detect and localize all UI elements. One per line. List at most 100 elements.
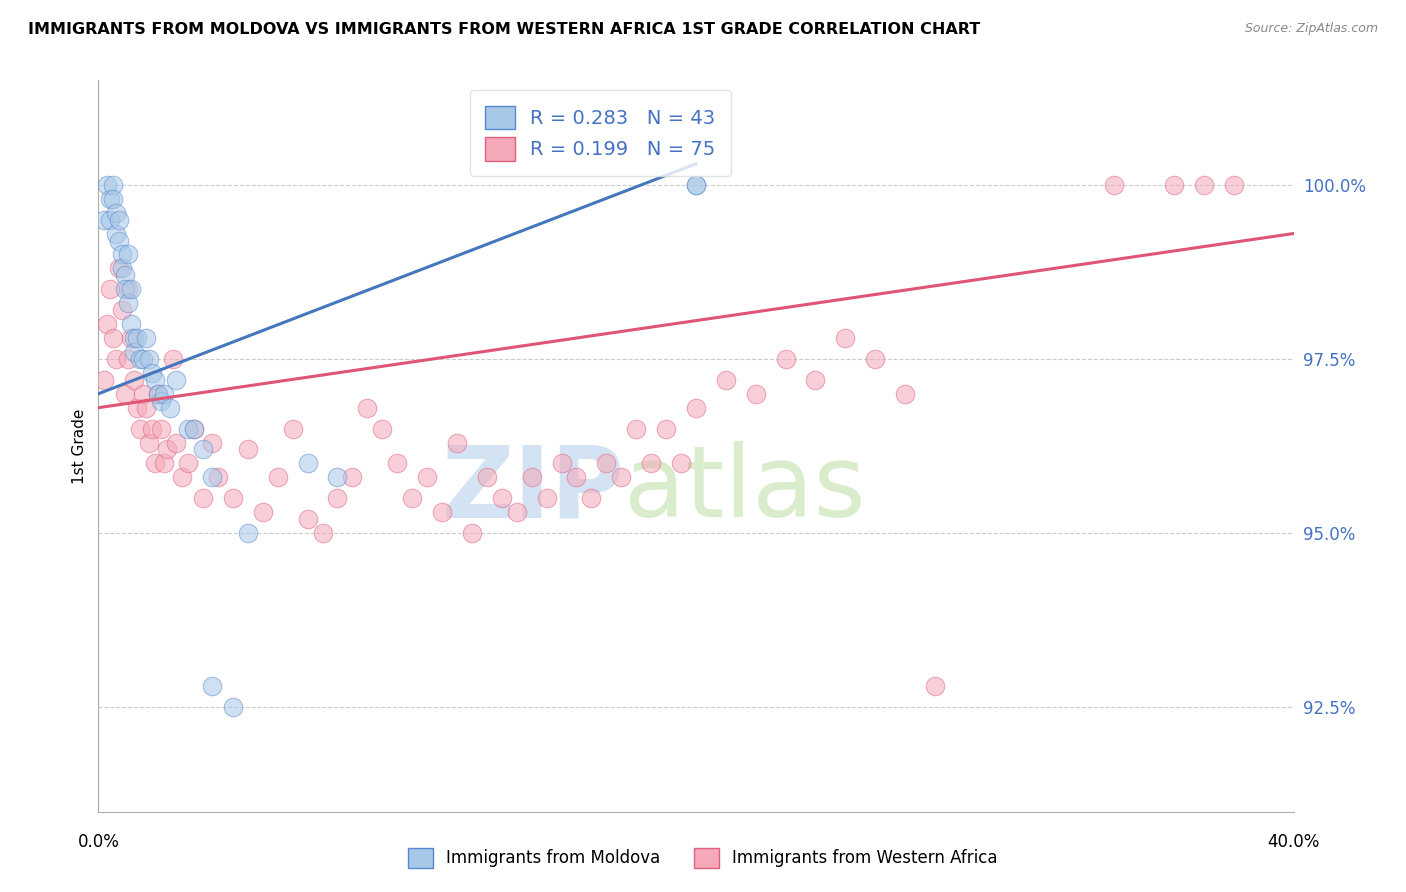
Point <box>685 178 707 192</box>
Point <box>120 331 142 345</box>
Point <box>550 457 572 471</box>
Point <box>153 457 176 471</box>
Point <box>98 212 122 227</box>
Point <box>162 351 184 366</box>
Point <box>117 296 139 310</box>
Point <box>177 421 200 435</box>
Point <box>1163 178 1185 192</box>
Point <box>356 401 378 415</box>
Point <box>236 526 259 541</box>
Point <box>177 457 200 471</box>
Point <box>281 421 304 435</box>
Point <box>865 351 887 366</box>
Point <box>183 421 205 435</box>
Point <box>156 442 179 457</box>
Text: 0.0%: 0.0% <box>77 832 120 851</box>
Point <box>143 373 166 387</box>
Point <box>138 351 160 366</box>
Point <box>114 386 136 401</box>
Point <box>371 421 394 435</box>
Point <box>834 331 856 345</box>
Point <box>98 282 122 296</box>
Point <box>105 227 128 241</box>
Point <box>165 373 187 387</box>
Point <box>103 192 125 206</box>
Point <box>108 261 131 276</box>
Point <box>129 421 152 435</box>
Point <box>491 491 513 506</box>
Point <box>108 212 131 227</box>
Point <box>172 470 194 484</box>
Point <box>595 457 617 471</box>
Point <box>685 178 707 192</box>
Point <box>132 351 155 366</box>
Point <box>610 470 633 484</box>
Legend: R = 0.283   N = 43, R = 0.199   N = 75: R = 0.283 N = 43, R = 0.199 N = 75 <box>470 90 731 177</box>
Point <box>117 351 139 366</box>
Legend: Immigrants from Moldova, Immigrants from Western Africa: Immigrants from Moldova, Immigrants from… <box>402 841 1004 875</box>
Point <box>103 331 125 345</box>
Point <box>127 331 149 345</box>
Point <box>222 491 245 506</box>
Point <box>148 386 170 401</box>
Point <box>924 679 946 693</box>
Point <box>127 401 149 415</box>
Point <box>114 282 136 296</box>
Point <box>124 373 146 387</box>
Point <box>326 470 349 484</box>
Point <box>475 470 498 484</box>
Point <box>93 373 115 387</box>
Point <box>461 526 484 541</box>
Text: IMMIGRANTS FROM MOLDOVA VS IMMIGRANTS FROM WESTERN AFRICA 1ST GRADE CORRELATION : IMMIGRANTS FROM MOLDOVA VS IMMIGRANTS FR… <box>28 22 980 37</box>
Point <box>222 700 245 714</box>
Point <box>775 351 797 366</box>
Point <box>191 491 214 506</box>
Point <box>714 373 737 387</box>
Point <box>669 457 692 471</box>
Point <box>626 421 648 435</box>
Point <box>1104 178 1126 192</box>
Point <box>446 435 468 450</box>
Point <box>252 505 274 519</box>
Point <box>201 679 224 693</box>
Point <box>111 247 134 261</box>
Point <box>124 345 146 359</box>
Point <box>1223 178 1246 192</box>
Point <box>685 401 707 415</box>
Point <box>536 491 558 506</box>
Point <box>141 366 163 380</box>
Text: 40.0%: 40.0% <box>1267 832 1320 851</box>
Point <box>236 442 259 457</box>
Point <box>159 401 181 415</box>
Point <box>385 457 409 471</box>
Point <box>105 205 128 219</box>
Point <box>1192 178 1215 192</box>
Point <box>120 317 142 331</box>
Point <box>111 261 134 276</box>
Point <box>103 178 125 192</box>
Point <box>416 470 439 484</box>
Point <box>297 512 319 526</box>
Point <box>120 282 142 296</box>
Point <box>153 386 176 401</box>
Point <box>430 505 453 519</box>
Text: atlas: atlas <box>624 442 866 539</box>
Point <box>640 457 662 471</box>
Point <box>117 247 139 261</box>
Point <box>93 212 115 227</box>
Point <box>191 442 214 457</box>
Point <box>96 317 118 331</box>
Point <box>565 470 588 484</box>
Text: ZIP: ZIP <box>441 442 624 539</box>
Point <box>150 421 173 435</box>
Point <box>138 435 160 450</box>
Point <box>148 386 170 401</box>
Point <box>111 303 134 318</box>
Point <box>894 386 917 401</box>
Point <box>201 470 224 484</box>
Point <box>311 526 333 541</box>
Point <box>165 435 187 450</box>
Point <box>105 351 128 366</box>
Point <box>132 386 155 401</box>
Point <box>267 470 290 484</box>
